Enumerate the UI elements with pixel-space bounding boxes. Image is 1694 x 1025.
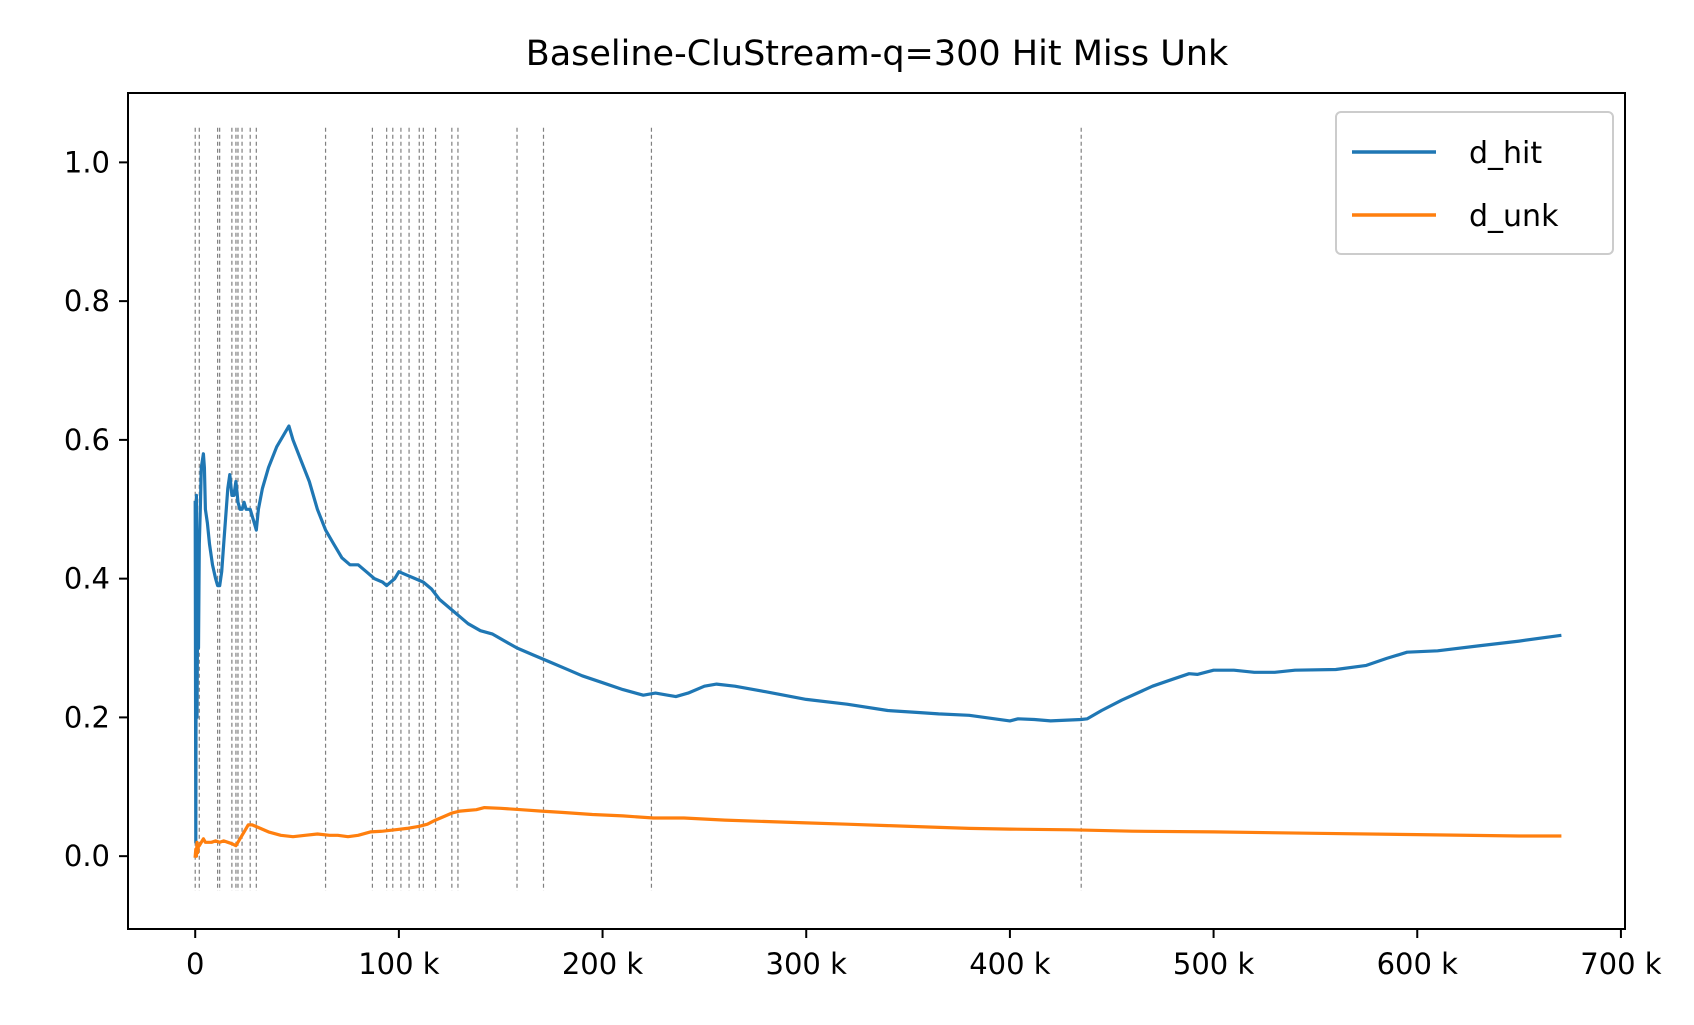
drift-lines <box>194 127 1082 891</box>
x-tick-label: 400 k <box>969 947 1051 981</box>
y-tick-label: 0.0 <box>64 839 110 873</box>
x-tick-label: 500 k <box>1173 947 1255 981</box>
y-tick-label: 0.6 <box>64 423 110 457</box>
x-axis: 0 100 k 200 k 300 k 400 k 500 k 600 k 700 k <box>186 929 1662 981</box>
series-line-d_unk <box>193 805 1562 858</box>
y-axis: 0.0 0.2 0.4 0.6 0.8 1.0 <box>64 145 128 873</box>
x-tick-label: 700 k <box>1580 947 1662 981</box>
y-tick-label: 0.4 <box>64 562 110 596</box>
x-tick-label: 100 k <box>358 947 440 981</box>
series-lines <box>193 424 1562 858</box>
x-tick-label: 300 k <box>766 947 848 981</box>
y-tick-label: 0.2 <box>64 700 110 734</box>
plot-frame <box>127 92 1626 930</box>
chart-title: Baseline-CluStream-q=300 Hit Miss Unk <box>526 34 1229 74</box>
legend: d_hit d_unk <box>1335 111 1614 255</box>
series-line-d_hit <box>193 424 1562 844</box>
x-tick-label: 600 k <box>1377 947 1459 981</box>
x-tick-label: 0 <box>186 947 204 981</box>
y-tick-label: 0.8 <box>64 284 110 318</box>
y-tick-label: 1.0 <box>64 145 110 179</box>
legend-label-d_hit: d_hit <box>1469 136 1542 171</box>
legend-box <box>1335 111 1614 255</box>
x-tick-label: 200 k <box>562 947 644 981</box>
legend-label-d_unk: d_unk <box>1469 199 1559 234</box>
